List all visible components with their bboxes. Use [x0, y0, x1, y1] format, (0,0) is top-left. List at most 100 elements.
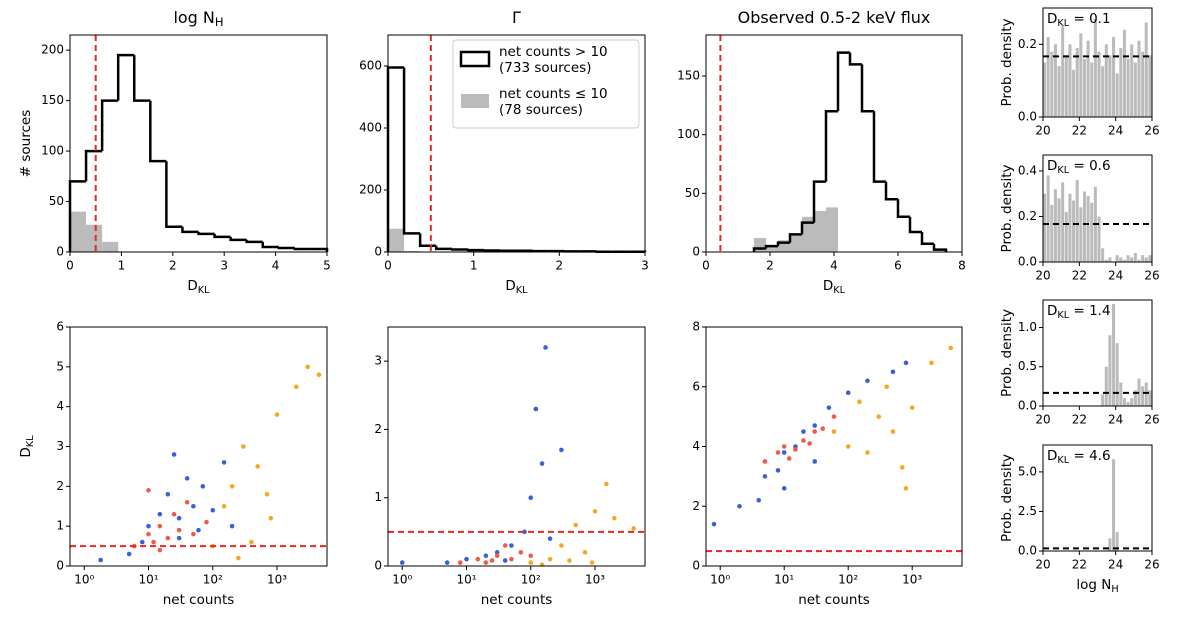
hist-bar	[1108, 538, 1112, 551]
scatter-point	[502, 558, 508, 563]
y-tick-label: 0.0	[1018, 110, 1037, 124]
panel: 0 2 4 6 8 0 50 100 150	[677, 34, 966, 273]
x-tick-label: 10²	[203, 573, 223, 587]
hist-bar	[1126, 255, 1130, 262]
hist-bar	[1101, 248, 1105, 262]
y-tick-label: 5.0	[1018, 464, 1037, 478]
y-axis-label: # sources	[18, 110, 34, 177]
y-tick-label: 2.5	[1018, 504, 1037, 518]
scatter-point	[865, 450, 870, 455]
label-text: D	[505, 278, 515, 294]
hist-step	[752, 247, 766, 252]
hist-bar	[1133, 252, 1137, 262]
scatter-point	[793, 447, 798, 452]
annotation: DKL = 0.1	[1047, 11, 1111, 29]
y-tick-label: 1	[374, 490, 382, 504]
scatter-point	[229, 523, 235, 529]
y-tick-label: 400	[359, 121, 382, 135]
hist-bar	[1093, 18, 1097, 117]
hist-bar	[1046, 37, 1050, 117]
scatter-point	[820, 426, 826, 431]
hist-bar	[1082, 58, 1086, 117]
hist-step	[229, 236, 247, 242]
scatter-point	[533, 406, 539, 412]
hist-bar	[1061, 182, 1065, 262]
scatter-point	[229, 484, 235, 489]
x-axis-label: net counts	[798, 592, 870, 608]
hist-bar	[1112, 303, 1116, 406]
scatter-point	[464, 556, 469, 562]
panel-title: Observed 0.5-2 keV flux	[738, 8, 931, 27]
scatter-point	[781, 444, 787, 449]
hist-bar	[1144, 382, 1148, 406]
x-axis-label: net counts	[163, 592, 235, 608]
legend-swatch	[461, 94, 489, 108]
scatter-point	[146, 531, 151, 537]
scatter-point	[255, 464, 260, 469]
hist-bar	[1141, 255, 1145, 262]
scatter-point	[890, 369, 896, 375]
x-tick-label: 26	[1144, 269, 1159, 283]
label-text: log N	[1076, 577, 1111, 593]
hist-bar	[1057, 198, 1061, 262]
hist-bar	[1119, 382, 1123, 406]
y-tick-label: 0.2	[1018, 37, 1037, 51]
hist-step	[116, 53, 135, 101]
hist-bar	[1050, 205, 1054, 262]
scatter-point	[171, 511, 177, 517]
hist-bar	[1141, 51, 1145, 117]
panel: 10⁰ 10¹ 10² 10³ 0 1 2 3 4 5 6	[56, 320, 328, 587]
scatter-point	[98, 557, 103, 563]
label-subscript: KL	[833, 285, 845, 296]
scatter-point	[631, 526, 636, 531]
hist-bar	[778, 240, 790, 252]
label-rest: = 0.1	[1069, 11, 1110, 27]
hist-step	[932, 243, 948, 252]
label-rest: = 4.6	[1069, 448, 1110, 464]
scatter-point	[249, 539, 254, 545]
scatter-point	[509, 556, 514, 562]
y-tick-label: 0.0	[1018, 255, 1037, 269]
hist-bar	[1144, 22, 1148, 117]
hist-step	[824, 109, 838, 182]
label-text: net counts	[481, 592, 553, 608]
scatter-point	[146, 523, 151, 529]
label-subscript: KL	[1057, 455, 1069, 466]
x-tick-label: 10¹	[456, 573, 476, 587]
scatter-point	[573, 522, 578, 528]
scatter-point	[241, 444, 246, 449]
label-subscript: KL	[25, 435, 36, 447]
legend-swatch	[459, 50, 491, 68]
hist-bar	[1119, 47, 1123, 117]
scatter-point	[522, 529, 527, 535]
scatter-point	[126, 551, 132, 557]
label-text: D	[18, 447, 34, 457]
hist-bar	[1075, 180, 1079, 262]
label-subscript: H	[1111, 584, 1118, 595]
axes-frame	[1042, 444, 1153, 552]
hist-bar	[1130, 44, 1134, 118]
hist-bar	[1090, 202, 1094, 262]
hist-step	[402, 67, 421, 235]
y-tick-label: 2	[374, 422, 382, 436]
scatter-point	[762, 474, 768, 479]
x-tick-label: 10²	[521, 573, 541, 587]
scatter-point	[210, 507, 216, 513]
scatter-point	[176, 535, 182, 541]
scatter-point	[812, 459, 818, 464]
scatter-point	[812, 423, 818, 428]
hist-bar	[1097, 216, 1101, 262]
scatter-point	[528, 495, 534, 501]
y-tick-label: 1.0	[1018, 320, 1037, 334]
x-tick-label: 22	[1072, 413, 1087, 427]
scatter-point	[592, 509, 598, 514]
axes-frame	[705, 326, 963, 567]
scatter-point	[845, 444, 851, 449]
x-axis-label: DKL	[187, 278, 210, 296]
x-tick-label: 10¹	[138, 573, 158, 587]
scatter-point	[845, 390, 851, 396]
annotation: DKL = 0.6	[1047, 158, 1111, 176]
hist-bar	[1086, 40, 1090, 118]
annotation: DKL = 4.6	[1047, 448, 1111, 466]
scatter-point	[826, 405, 832, 410]
